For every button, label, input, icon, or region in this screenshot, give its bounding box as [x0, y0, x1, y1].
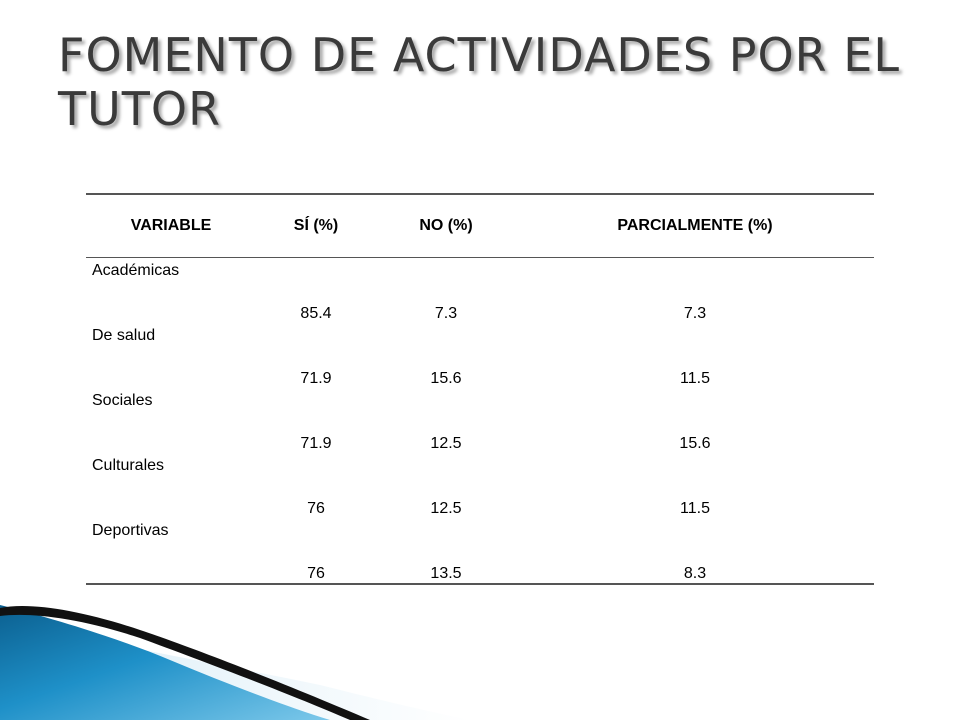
- table-row: Deportivas 76 13.5 8.3: [86, 518, 874, 584]
- si-value: 71.9: [300, 370, 332, 387]
- row-label-cell: Sociales: [86, 388, 256, 453]
- no-value: 12.5: [430, 500, 462, 517]
- row-label-cell: Deportivas: [86, 518, 256, 584]
- table-row: Sociales 71.9 12.5 15.6: [86, 388, 874, 453]
- no-value: 15.6: [430, 370, 462, 387]
- row-label: De salud: [92, 327, 156, 344]
- parcialmente-value: 7.3: [683, 305, 707, 322]
- table-row: Culturales 76 12.5 11.5: [86, 453, 874, 518]
- header-si: SÍ (%): [256, 194, 376, 258]
- header-variable: VARIABLE: [86, 194, 256, 258]
- table-row: Académicas 85.4 7.3 7.3: [86, 258, 874, 324]
- row-label-cell: De salud: [86, 323, 256, 388]
- parcialmente-value: 11.5: [680, 500, 710, 517]
- activities-table: VARIABLE SÍ (%) NO (%) PARCIALMENTE (%) …: [86, 193, 874, 585]
- decorative-swoosh: [0, 605, 470, 720]
- table-row: De salud 71.9 15.6 11.5: [86, 323, 874, 388]
- row-label: Culturales: [92, 457, 165, 474]
- row-label: Sociales: [92, 392, 153, 409]
- si-value: 71.9: [300, 435, 332, 452]
- header-no: NO (%): [376, 194, 516, 258]
- row-label: Académicas: [92, 262, 180, 279]
- header-parcialmente: PARCIALMENTE (%): [516, 194, 874, 258]
- si-value: 76: [307, 500, 325, 517]
- table-header-row: VARIABLE SÍ (%) NO (%) PARCIALMENTE (%): [86, 194, 874, 258]
- parcialmente-value: 15.6: [679, 435, 711, 452]
- no-value: 12.5: [430, 435, 462, 452]
- si-value: 85.4: [300, 305, 332, 322]
- no-value: 13.5: [430, 565, 462, 582]
- row-label-cell: Académicas: [86, 258, 256, 324]
- slide-title: FOMENTO DE ACTIVIDADES POR EL TUTOR: [58, 28, 900, 136]
- parcialmente-value: 11.5: [680, 370, 710, 387]
- no-value: 7.3: [434, 305, 458, 322]
- row-label: Deportivas: [92, 522, 169, 539]
- parcialmente-value: 8.3: [683, 565, 707, 582]
- si-value: 76: [307, 565, 325, 582]
- row-label-cell: Culturales: [86, 453, 256, 518]
